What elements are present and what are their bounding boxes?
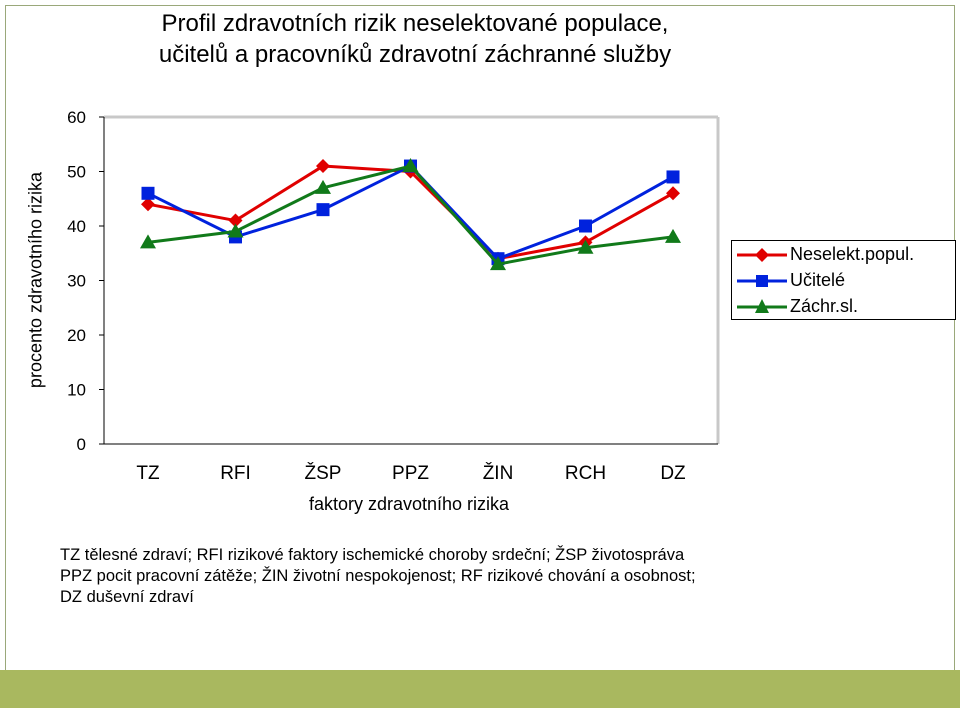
x-tick-label: DZ — [660, 463, 686, 484]
data-point — [141, 186, 155, 200]
legend-label: Záchr.sl. — [790, 296, 859, 316]
note-line-1: TZ tělesné zdraví; RFI rizikové faktory … — [60, 546, 685, 564]
x-tick-labels: TZ RFI ŽSP PPZ ŽIN RCH DZ — [136, 462, 686, 484]
y-tick-label: 10 — [67, 381, 86, 400]
data-point — [402, 158, 419, 173]
data-point — [666, 186, 680, 201]
bottom-band — [0, 670, 960, 708]
y-tick-label: 30 — [67, 272, 86, 291]
y-tick-label: 50 — [67, 163, 86, 182]
data-point — [141, 197, 155, 212]
data-point — [666, 170, 680, 184]
chart-title-line-1: Profil zdravotních rizik neselektované p… — [161, 10, 669, 37]
note-line-2: PPZ pocit pracovní zátěže; ŽIN životní n… — [60, 567, 696, 585]
x-tick-label: RCH — [565, 463, 606, 484]
x-tick-label: TZ — [136, 463, 160, 484]
y-tick-label: 0 — [77, 435, 86, 454]
data-point — [228, 213, 243, 228]
legend-item-zachr: Záchr.sl. — [732, 295, 955, 319]
data-point — [665, 228, 681, 243]
data-point — [140, 234, 156, 249]
data-point — [490, 256, 506, 271]
legend-label: Učitelé — [790, 270, 846, 290]
chart-title: Profil zdravotních rizik neselektované p… — [60, 8, 770, 70]
legend-label: Neselekt.popul. — [790, 244, 915, 264]
data-point — [579, 219, 592, 233]
y-tick-label: 40 — [67, 217, 86, 236]
data-point — [316, 159, 330, 174]
x-axis-label: faktory zdravotního rizika — [308, 494, 510, 514]
x-tick-label: RFI — [220, 463, 251, 484]
legend-item-neselekt: Neselekt.popul. — [732, 243, 955, 267]
data-point — [316, 203, 330, 217]
triangle-marker-icon — [737, 299, 787, 313]
x-tick-label: ŽIN — [483, 462, 514, 484]
x-tick-label: PPZ — [392, 463, 429, 484]
legend-item-ucitele: Učitelé — [732, 269, 955, 293]
chart-title-line-2: učitelů a pracovníků zdravotní záchranné… — [158, 41, 672, 68]
y-tick-labels: 0 10 20 30 40 50 60 — [67, 108, 104, 454]
note-line-3: DZ duševní zdraví — [60, 588, 194, 606]
y-tick-label: 60 — [67, 108, 86, 127]
x-tick-label: ŽSP — [305, 462, 342, 484]
data-point — [227, 223, 244, 238]
legend: Neselekt.popul. Učitelé Záchr.sl. — [731, 240, 956, 320]
series-lines — [140, 158, 681, 271]
abbreviation-notes: TZ tělesné zdraví; RFI rizikové faktory … — [60, 545, 940, 608]
square-marker-icon — [737, 275, 787, 287]
data-point — [315, 179, 331, 194]
data-point — [577, 239, 594, 254]
y-tick-label: 20 — [67, 326, 86, 345]
diamond-marker-icon — [737, 248, 787, 262]
